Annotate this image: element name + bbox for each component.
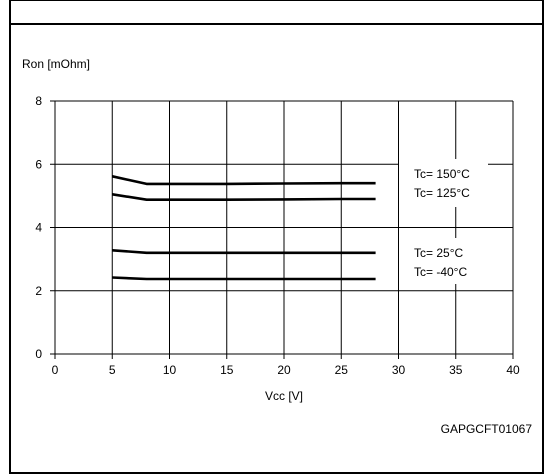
y-tick-label: 6 <box>35 157 42 171</box>
y-tick-label: 0 <box>35 347 42 361</box>
figure-top-rule <box>9 23 544 25</box>
annotation-label: Tc= -40°C <box>414 265 467 279</box>
x-tick-label: 25 <box>335 363 349 377</box>
y-tick-label: 8 <box>35 94 42 108</box>
x-axis-label: Vcc [V] <box>265 389 303 403</box>
y-axis-label: Ron [mOhm] <box>22 57 90 71</box>
annotation-label: Tc= 125°C <box>414 186 470 200</box>
annotation-label: Tc= 25°C <box>414 246 463 260</box>
x-tick-label: 30 <box>392 363 406 377</box>
annotation-label: Tc= 150°C <box>414 167 470 181</box>
x-tick-label: 35 <box>449 363 463 377</box>
x-tick-label: 40 <box>506 363 520 377</box>
x-tick-label: 20 <box>277 363 291 377</box>
figure-frame <box>9 0 544 474</box>
x-tick-label: 10 <box>163 363 177 377</box>
annotation-box <box>399 159 488 207</box>
series-line <box>112 276 376 281</box>
y-tick-label: 4 <box>35 221 42 235</box>
series-line <box>112 193 376 201</box>
figure-code-label: GAPGCFT01067 <box>441 422 533 436</box>
y-tick-label: 2 <box>35 284 42 298</box>
annotation-box <box>399 238 482 284</box>
series-line <box>112 175 376 186</box>
series-line <box>112 249 376 255</box>
x-tick-label: 15 <box>220 363 234 377</box>
x-tick-label: 5 <box>109 363 116 377</box>
x-tick-label: 0 <box>52 363 59 377</box>
